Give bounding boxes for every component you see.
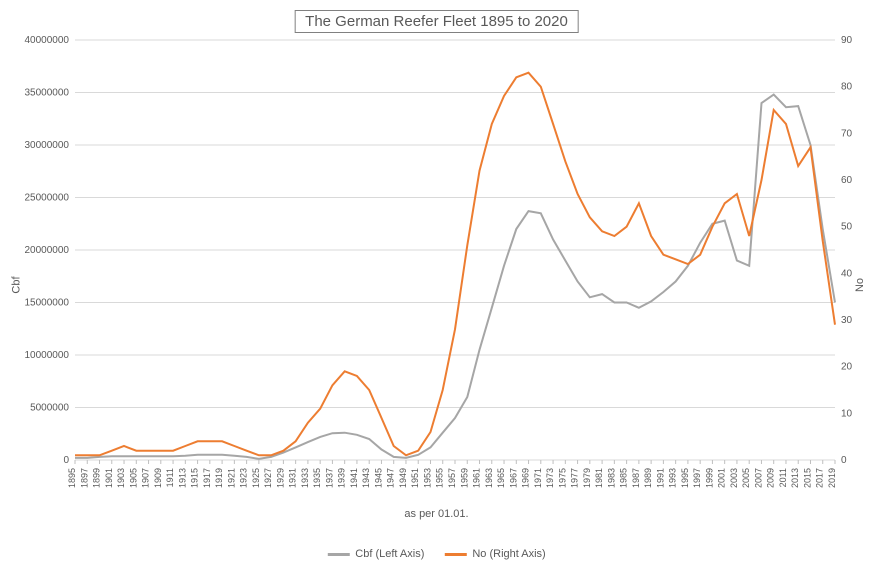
svg-text:1917: 1917 <box>202 468 212 488</box>
svg-text:1899: 1899 <box>92 468 102 488</box>
svg-text:30: 30 <box>841 315 853 326</box>
chart-svg: 0500000010000000150000002000000025000000… <box>75 40 835 510</box>
svg-text:1957: 1957 <box>447 468 457 488</box>
svg-text:1989: 1989 <box>643 468 653 488</box>
legend-item-cbf: Cbf (Left Axis) <box>327 548 424 560</box>
svg-text:1903: 1903 <box>116 468 126 488</box>
svg-text:20: 20 <box>841 362 853 373</box>
svg-text:1959: 1959 <box>459 468 469 488</box>
svg-text:1987: 1987 <box>631 468 641 488</box>
svg-text:1965: 1965 <box>496 468 506 488</box>
svg-text:1977: 1977 <box>570 468 580 488</box>
svg-text:1901: 1901 <box>104 468 114 488</box>
svg-text:1933: 1933 <box>300 468 310 488</box>
svg-text:1951: 1951 <box>410 468 420 488</box>
svg-text:10000000: 10000000 <box>25 350 70 361</box>
svg-text:1973: 1973 <box>545 468 555 488</box>
svg-text:1907: 1907 <box>141 468 151 488</box>
svg-text:1915: 1915 <box>190 468 200 488</box>
svg-text:10: 10 <box>841 408 853 419</box>
svg-text:2001: 2001 <box>717 468 727 488</box>
svg-text:1921: 1921 <box>226 468 236 488</box>
svg-text:40: 40 <box>841 268 853 279</box>
svg-text:1905: 1905 <box>128 468 138 488</box>
svg-text:50: 50 <box>841 222 853 233</box>
svg-text:1999: 1999 <box>704 468 714 488</box>
svg-text:1941: 1941 <box>349 468 359 488</box>
legend: Cbf (Left Axis) No (Right Axis) <box>327 548 545 560</box>
svg-text:1991: 1991 <box>655 468 665 488</box>
svg-text:1925: 1925 <box>251 468 261 488</box>
svg-text:35000000: 35000000 <box>25 88 70 99</box>
svg-text:0: 0 <box>63 455 69 466</box>
svg-text:1985: 1985 <box>619 468 629 488</box>
svg-text:1913: 1913 <box>177 468 187 488</box>
svg-text:2013: 2013 <box>790 468 800 488</box>
x-axis-label: as per 01.01. <box>404 508 468 520</box>
svg-text:2005: 2005 <box>741 468 751 488</box>
svg-text:2011: 2011 <box>778 468 788 487</box>
svg-text:90: 90 <box>841 35 853 46</box>
svg-text:5000000: 5000000 <box>30 403 69 414</box>
svg-text:1961: 1961 <box>472 468 482 488</box>
svg-text:1895: 1895 <box>67 468 77 488</box>
svg-text:40000000: 40000000 <box>25 35 70 46</box>
svg-text:1939: 1939 <box>337 468 347 488</box>
svg-text:1919: 1919 <box>214 468 224 488</box>
svg-text:30000000: 30000000 <box>25 140 70 151</box>
y1-axis-label: Cbf <box>11 276 23 293</box>
svg-text:80: 80 <box>841 82 853 93</box>
svg-text:1969: 1969 <box>521 468 531 488</box>
svg-text:1947: 1947 <box>386 468 396 488</box>
svg-text:1949: 1949 <box>398 468 408 488</box>
svg-text:1995: 1995 <box>680 468 690 488</box>
svg-text:15000000: 15000000 <box>25 298 70 309</box>
svg-text:1929: 1929 <box>275 468 285 488</box>
legend-swatch-no <box>444 553 466 556</box>
svg-text:1979: 1979 <box>582 468 592 488</box>
svg-text:1923: 1923 <box>239 468 249 488</box>
legend-label-no: No (Right Axis) <box>472 548 545 560</box>
svg-text:1983: 1983 <box>606 468 616 488</box>
svg-text:1967: 1967 <box>508 468 518 488</box>
svg-text:20000000: 20000000 <box>25 245 70 256</box>
chart-title: The German Reefer Fleet 1895 to 2020 <box>294 10 579 33</box>
svg-text:1937: 1937 <box>324 468 334 488</box>
svg-text:1963: 1963 <box>484 468 494 488</box>
svg-text:1993: 1993 <box>668 468 678 488</box>
svg-text:70: 70 <box>841 128 853 139</box>
svg-text:2019: 2019 <box>827 468 837 488</box>
svg-text:1945: 1945 <box>373 468 383 488</box>
svg-text:1935: 1935 <box>312 468 322 488</box>
svg-text:1975: 1975 <box>557 468 567 488</box>
plot-area: 0500000010000000150000002000000025000000… <box>75 40 835 460</box>
svg-text:2003: 2003 <box>729 468 739 488</box>
svg-text:1909: 1909 <box>153 468 163 488</box>
svg-text:1955: 1955 <box>435 468 445 488</box>
legend-item-no: No (Right Axis) <box>444 548 545 560</box>
svg-text:2017: 2017 <box>815 468 825 488</box>
legend-swatch-cbf <box>327 553 349 556</box>
svg-text:1931: 1931 <box>288 468 298 488</box>
svg-text:1897: 1897 <box>79 468 89 488</box>
svg-text:1927: 1927 <box>263 468 273 488</box>
svg-text:0: 0 <box>841 455 847 466</box>
svg-text:1981: 1981 <box>594 468 604 488</box>
svg-text:25000000: 25000000 <box>25 193 70 204</box>
svg-text:1971: 1971 <box>533 468 543 488</box>
svg-text:1997: 1997 <box>692 468 702 488</box>
y2-axis-label: No <box>854 278 866 292</box>
svg-text:2009: 2009 <box>766 468 776 488</box>
svg-text:1953: 1953 <box>422 468 432 488</box>
svg-text:1911: 1911 <box>165 468 175 487</box>
svg-text:60: 60 <box>841 175 853 186</box>
svg-text:1943: 1943 <box>361 468 371 488</box>
svg-text:2015: 2015 <box>802 468 812 488</box>
legend-label-cbf: Cbf (Left Axis) <box>355 548 424 560</box>
chart-container: The German Reefer Fleet 1895 to 2020 Cbf… <box>0 0 873 570</box>
svg-text:2007: 2007 <box>753 468 763 488</box>
